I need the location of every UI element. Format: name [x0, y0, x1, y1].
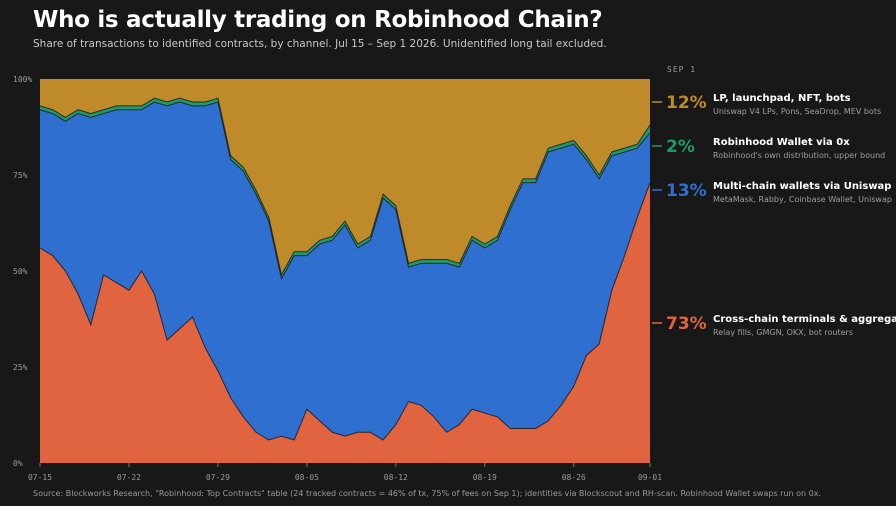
series-boundary-line [39, 101, 651, 281]
y-tick-label: 25% [13, 363, 28, 372]
legend-series-desc: MetaMask, Rabby, Coinbase Wallet, Uniswa… [713, 195, 892, 204]
area-multi-chain-wallets-via-uniswap [40, 102, 650, 440]
chart-subtitle: Share of transactions to identified cont… [33, 38, 607, 50]
chart-title: Who is actually trading on Robinhood Cha… [33, 7, 603, 33]
x-tick-label: 08-19 [473, 473, 497, 482]
end-value-label: 73% [666, 314, 707, 334]
series-boundary-line [39, 97, 651, 277]
source-note: Source: Blockworks Research, "Robinhood:… [33, 489, 821, 498]
series-boundary-line [39, 182, 651, 441]
legend-series-name: Cross-chain terminals & aggregators [713, 314, 896, 325]
legend-series-name: LP, launchpad, NFT, bots [713, 93, 851, 104]
legend-series-name: Multi-chain wallets via Uniswap [713, 181, 891, 192]
y-tick-label: 75% [13, 171, 28, 180]
area-cross-chain-terminals-aggregators [40, 182, 650, 463]
x-tick-label: 08-12 [384, 473, 408, 482]
x-tick-label: 08-05 [295, 473, 319, 482]
legend-series-desc: Relay fills, GMGN, OKX, bot routers [713, 328, 853, 337]
y-tick-label: 100% [13, 75, 32, 84]
x-tick-label: 07-15 [28, 473, 52, 482]
as-of-label: SEP 1 [667, 65, 696, 74]
legend-series-desc: Robinhood's own distribution, upper boun… [713, 151, 885, 160]
end-value-label: 13% [666, 181, 707, 201]
y-tick-label: 0% [13, 459, 23, 468]
end-value-label: 2% [666, 137, 695, 157]
legend-series-desc: Uniswap V4 LPs, Pons, SeaDrop, MEV bots [713, 107, 881, 116]
x-tick-label: 09-01 [638, 473, 662, 482]
x-tick-label: 07-22 [117, 473, 141, 482]
end-value-label: 12% [666, 93, 707, 113]
legend-series-name: Robinhood Wallet via 0x [713, 137, 850, 148]
x-tick-label: 07-29 [206, 473, 230, 482]
x-tick-label: 08-26 [562, 473, 586, 482]
y-tick-label: 50% [13, 267, 28, 276]
